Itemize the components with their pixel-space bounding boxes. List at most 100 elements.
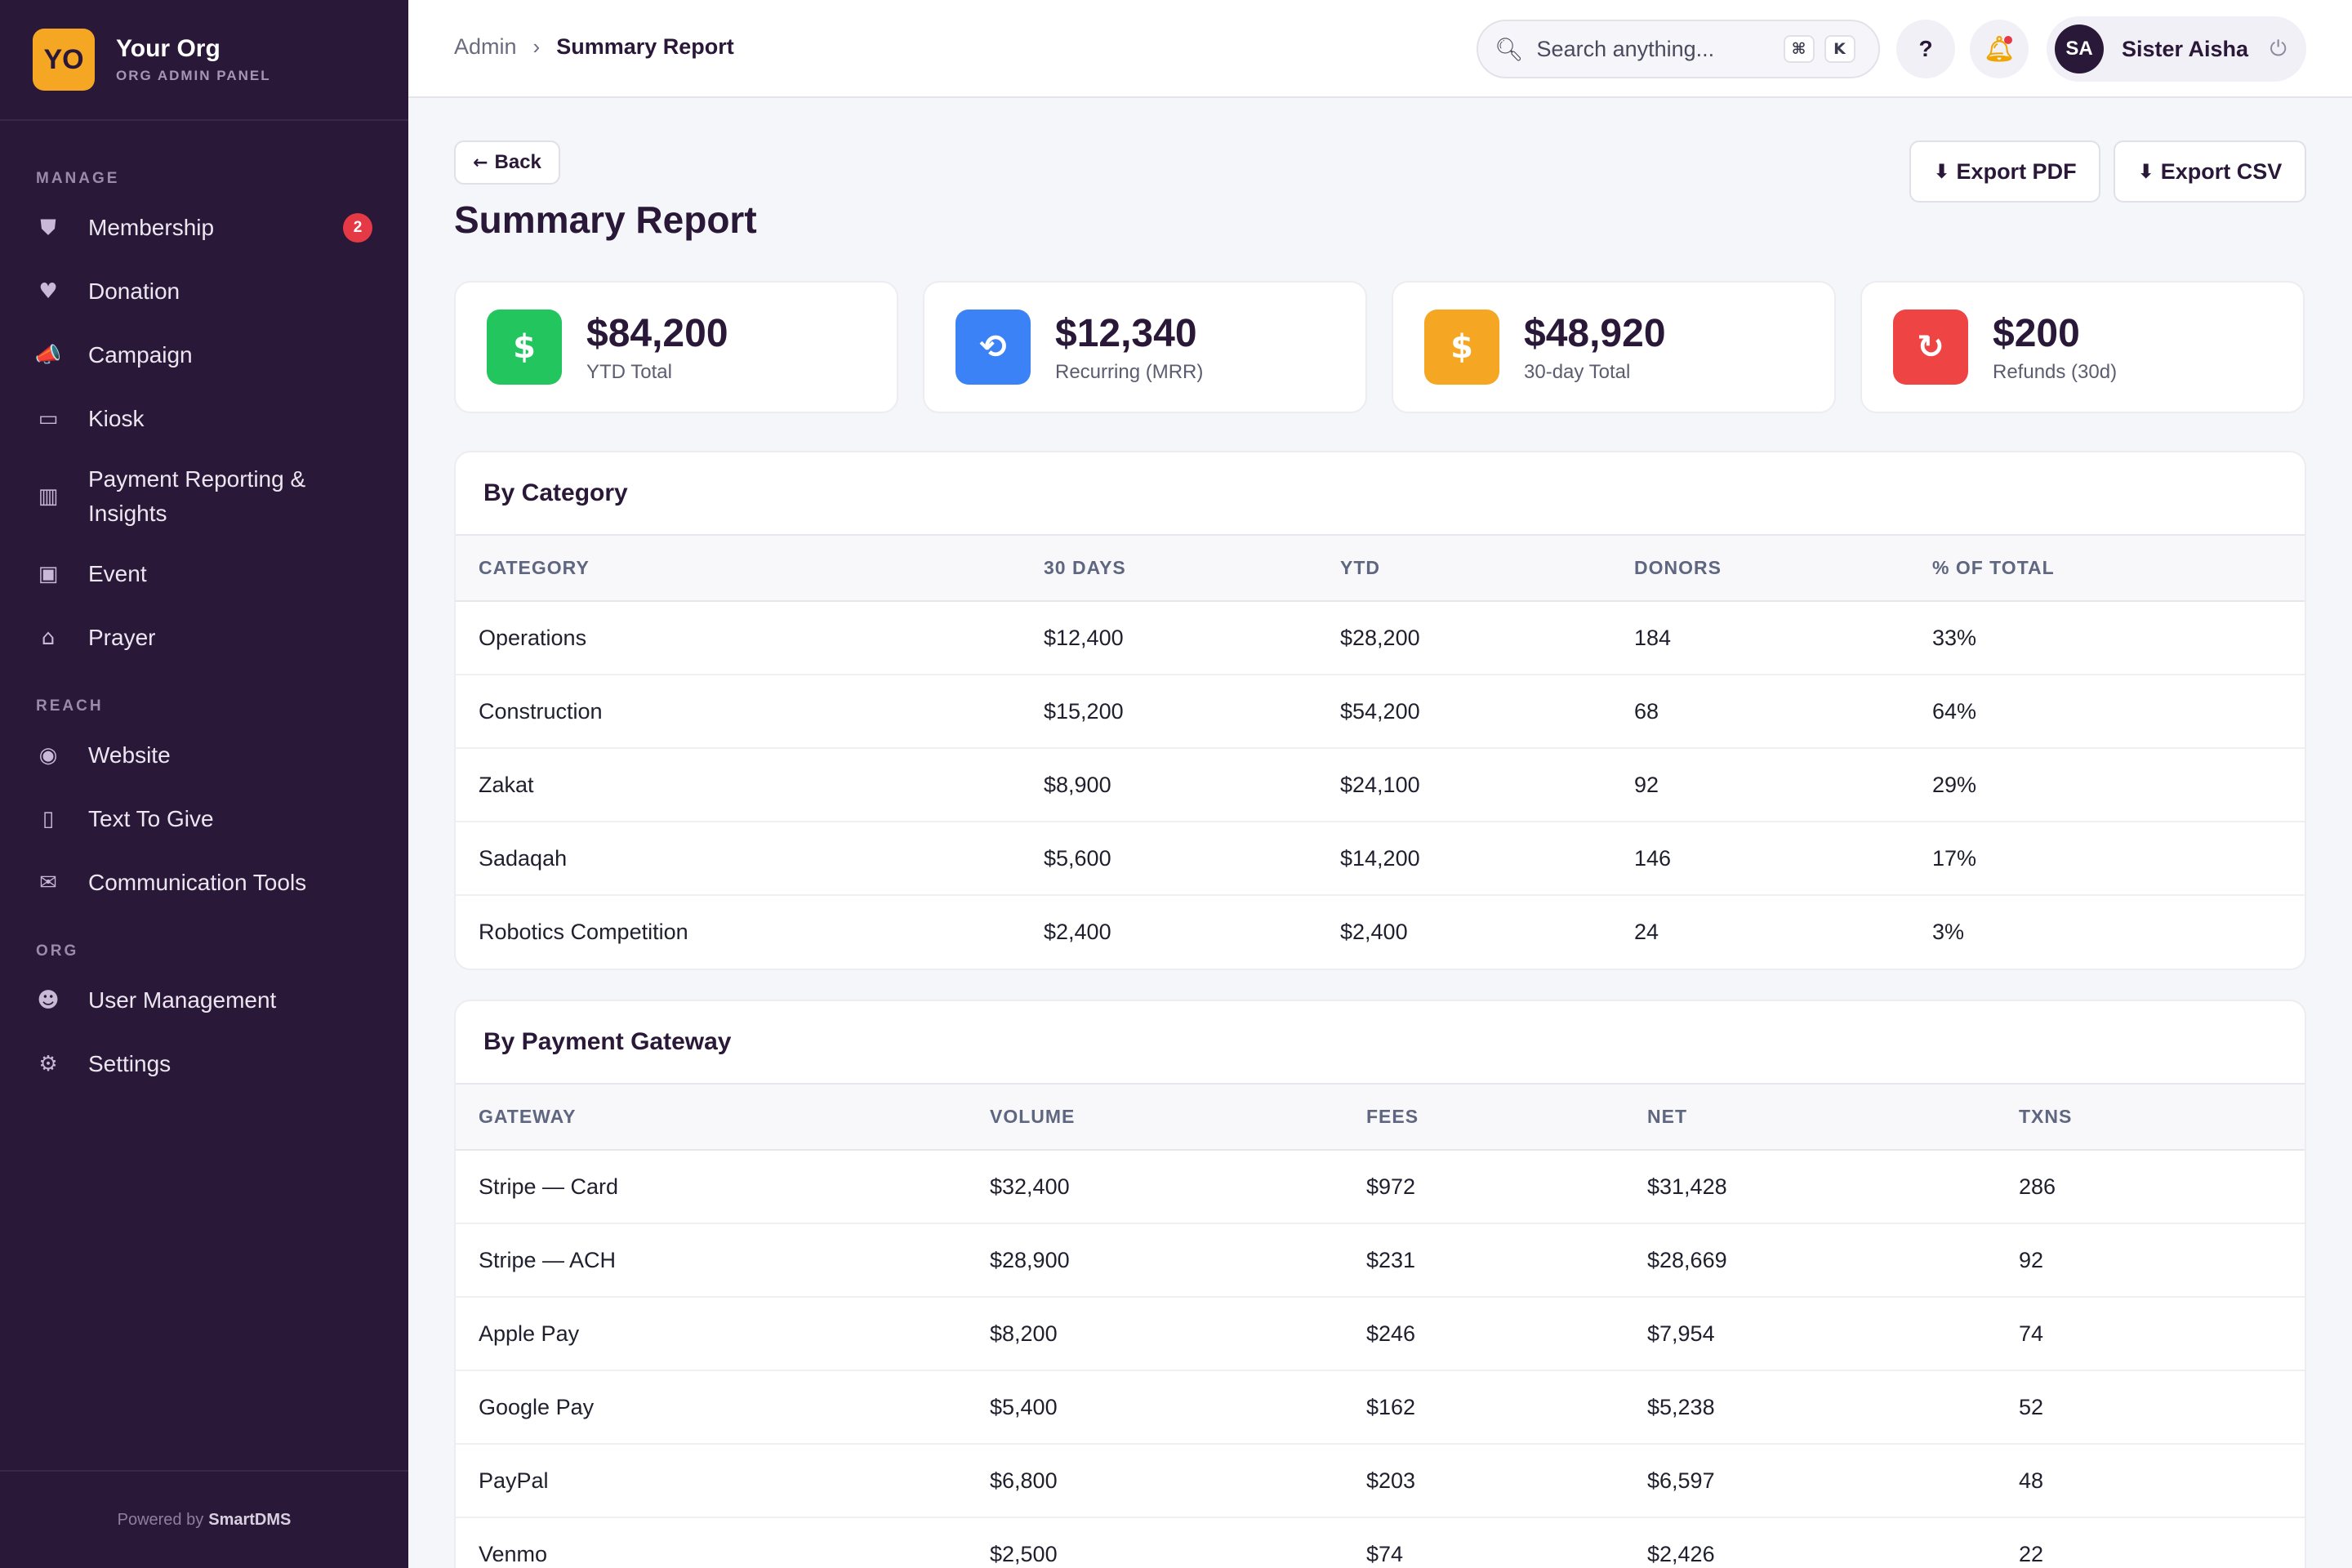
sidebar-item-prayer[interactable]: ⌂ Prayer [0, 606, 408, 670]
table-cell: 24 [1634, 920, 1659, 944]
table-cell: $2,500 [990, 1542, 1058, 1566]
table-cell: Google Pay [456, 1370, 990, 1445]
table-cell: Operations [456, 601, 1044, 675]
table-cell: $6,597 [1647, 1444, 2019, 1518]
sidebar-item-label: Website [88, 742, 171, 768]
by-gateway-panel: By Payment Gateway GATEWAY VOLUME FEES NET T… [454, 1000, 2306, 1568]
stat-label: 30-day Total [1524, 360, 1631, 383]
sidebar-item-label: Communication Tools [88, 870, 307, 895]
sidebar-item-settings[interactable]: ⚙ Settings [0, 1032, 408, 1096]
sidebar: YO Your Org ORG ADMIN PANEL MANAGE ⛊ Membe… [0, 0, 408, 1568]
column-header-txns[interactable]: TXNS [2019, 1085, 2305, 1151]
sidebar-item-label: Text To Give [88, 806, 214, 831]
page-title: Summary Report [454, 198, 757, 241]
footer-prefix: Powered by [117, 1510, 204, 1529]
table-row[interactable]: Apple Pay $8,200 $246 $7,954 74 [456, 1297, 2305, 1371]
back-button[interactable]: ← Back [454, 140, 560, 185]
gear-icon: ⚙ [38, 1052, 58, 1076]
table-row[interactable]: Sadaqah $5,600 $14,200 146 17% [456, 822, 2305, 896]
table-cell: $5,600 [1044, 822, 1340, 896]
column-header-ytd[interactable]: YTD [1340, 536, 1634, 602]
table-row[interactable]: Operations $12,400 $28,200 184 33% [456, 601, 2305, 675]
table-cell: Construction [456, 675, 1044, 749]
user-name: Sister Aisha [2122, 36, 2249, 61]
nav-section-manage: MANAGE [36, 170, 120, 187]
sidebar-nav: MANAGE ⛊ Membership 2 ♥ Donation 📣 Campaign ▭ Kio… [0, 170, 408, 1096]
table-cell: $31,428 [1647, 1150, 2019, 1224]
sidebar-item-label: Kiosk [88, 406, 145, 431]
table-cell: $8,900 [1044, 748, 1340, 822]
table-cell: $231 [1366, 1223, 1647, 1298]
phone-icon: ▯ [42, 807, 55, 831]
table-row[interactable]: Robotics Competition $2,400 $2,400 24 3% [456, 895, 2305, 969]
column-header-of-total[interactable]: % OF TOTAL [1932, 536, 2305, 602]
user-icon: ☻ [37, 988, 60, 1013]
table-row[interactable]: Google Pay $5,400 $162 $5,238 52 [456, 1370, 2305, 1445]
table-header-row: GATEWAY VOLUME FEES NET TXNS [456, 1085, 2305, 1151]
avatar: SA [2055, 24, 2104, 74]
sidebar-item-communication-tools[interactable]: ✉ Communication Tools [0, 851, 408, 915]
nav-section-org: ORG [36, 942, 79, 960]
brand[interactable]: YO Your Org ORG ADMIN PANEL [0, 0, 408, 121]
column-header-net[interactable]: NET [1647, 1085, 2019, 1151]
column-header-30-days[interactable]: 30 DAYS [1044, 536, 1340, 602]
stat-card: ↻ $200 Refunds (30d) [1860, 281, 2305, 413]
table-cell: $246 [1366, 1297, 1647, 1371]
sidebar-item-kiosk[interactable]: ▭ Kiosk [0, 387, 408, 451]
globe-icon: ◉ [38, 743, 58, 768]
power-icon[interactable]: ⏻ [2270, 36, 2287, 61]
table-cell: $5,238 [1647, 1370, 2019, 1445]
sidebar-item-event[interactable]: ▣ Event [0, 542, 408, 606]
table-cell: 64% [1932, 675, 2305, 749]
column-header-gateway[interactable]: GATEWAY [456, 1085, 990, 1151]
org-subtitle: ORG ADMIN PANEL [116, 68, 271, 83]
column-header-category[interactable]: CATEGORY [456, 536, 1044, 602]
help-button[interactable]: ? [1896, 20, 1955, 78]
stat-label: Recurring (MRR) [1055, 360, 1204, 383]
sidebar-item-membership[interactable]: ⛊ Membership 2 [0, 196, 408, 260]
table-cell: 33% [1932, 601, 2305, 675]
table-cell: 3% [1932, 920, 1965, 944]
sidebar-item-donation[interactable]: ♥ Donation [0, 260, 408, 323]
sidebar-footer: Powered by SmartDMS [0, 1470, 408, 1568]
table-cell: Stripe — Card [456, 1150, 990, 1224]
sidebar-item-campaign[interactable]: 📣 Campaign [0, 323, 408, 387]
export-pdf-button[interactable]: ⬇ Export PDF [1909, 140, 2100, 203]
sidebar-item-website[interactable]: ◉ Website [0, 724, 408, 787]
table-cell: PayPal [456, 1444, 990, 1518]
nav-section-reach: REACH [36, 697, 104, 715]
user-menu[interactable]: SA Sister Aisha ⏻ [2047, 16, 2306, 82]
table-row[interactable]: Construction $15,200 $54,200 68 64% [456, 675, 2305, 749]
table-row[interactable]: Stripe — ACH $28,900 $231 $28,669 92 [456, 1223, 2305, 1298]
mail-icon: ✉ [39, 871, 57, 895]
table-row[interactable]: PayPal $6,800 $203 $6,597 48 [456, 1444, 2305, 1518]
arrow-left-icon: ← [473, 152, 488, 173]
column-header-volume[interactable]: VOLUME [990, 1085, 1366, 1151]
export-pdf-label: Export PDF [1956, 158, 2077, 184]
breadcrumb-current: Summary Report [556, 34, 734, 59]
sidebar-item-payment-reporting-insights[interactable]: ▥ Payment Reporting & Insights [0, 451, 408, 542]
back-label: Back [494, 151, 541, 173]
breadcrumb-admin[interactable]: Admin [454, 34, 517, 59]
stat-value: $12,340 [1055, 311, 1197, 355]
notifications-button[interactable]: 🔔︎ [1970, 20, 2029, 78]
search-bar[interactable]: 🔍︎ ⌘ K [1477, 20, 1880, 78]
table-cell: $2,426 [1647, 1542, 1715, 1566]
table-cell: 22 [2019, 1542, 2044, 1566]
table-row[interactable]: Zakat $8,900 $24,100 92 29% [456, 748, 2305, 822]
search-input[interactable] [1536, 36, 1774, 62]
org-name: Your Org [116, 35, 220, 62]
sidebar-item-text-to-give[interactable]: ▯ Text To Give [0, 787, 408, 851]
sidebar-item-label: Prayer [88, 625, 156, 650]
table-cell: Robotics Competition [479, 920, 688, 944]
table-cell: 184 [1634, 601, 1932, 675]
table-cell: 48 [2019, 1444, 2305, 1518]
export-csv-button[interactable]: ⬇ Export CSV [2114, 140, 2306, 203]
sidebar-item-label: Membership [88, 215, 215, 240]
column-header-fees[interactable]: FEES [1366, 1085, 1647, 1151]
column-header-donors[interactable]: DONORS [1634, 536, 1932, 602]
sidebar-item-user-management[interactable]: ☻ User Management [0, 969, 408, 1032]
stat-value: $48,920 [1524, 311, 1666, 355]
table-row[interactable]: Venmo $2,500 $74 $2,426 22 [456, 1517, 2305, 1568]
table-row[interactable]: Stripe — Card $32,400 $972 $31,428 286 [456, 1150, 2305, 1224]
